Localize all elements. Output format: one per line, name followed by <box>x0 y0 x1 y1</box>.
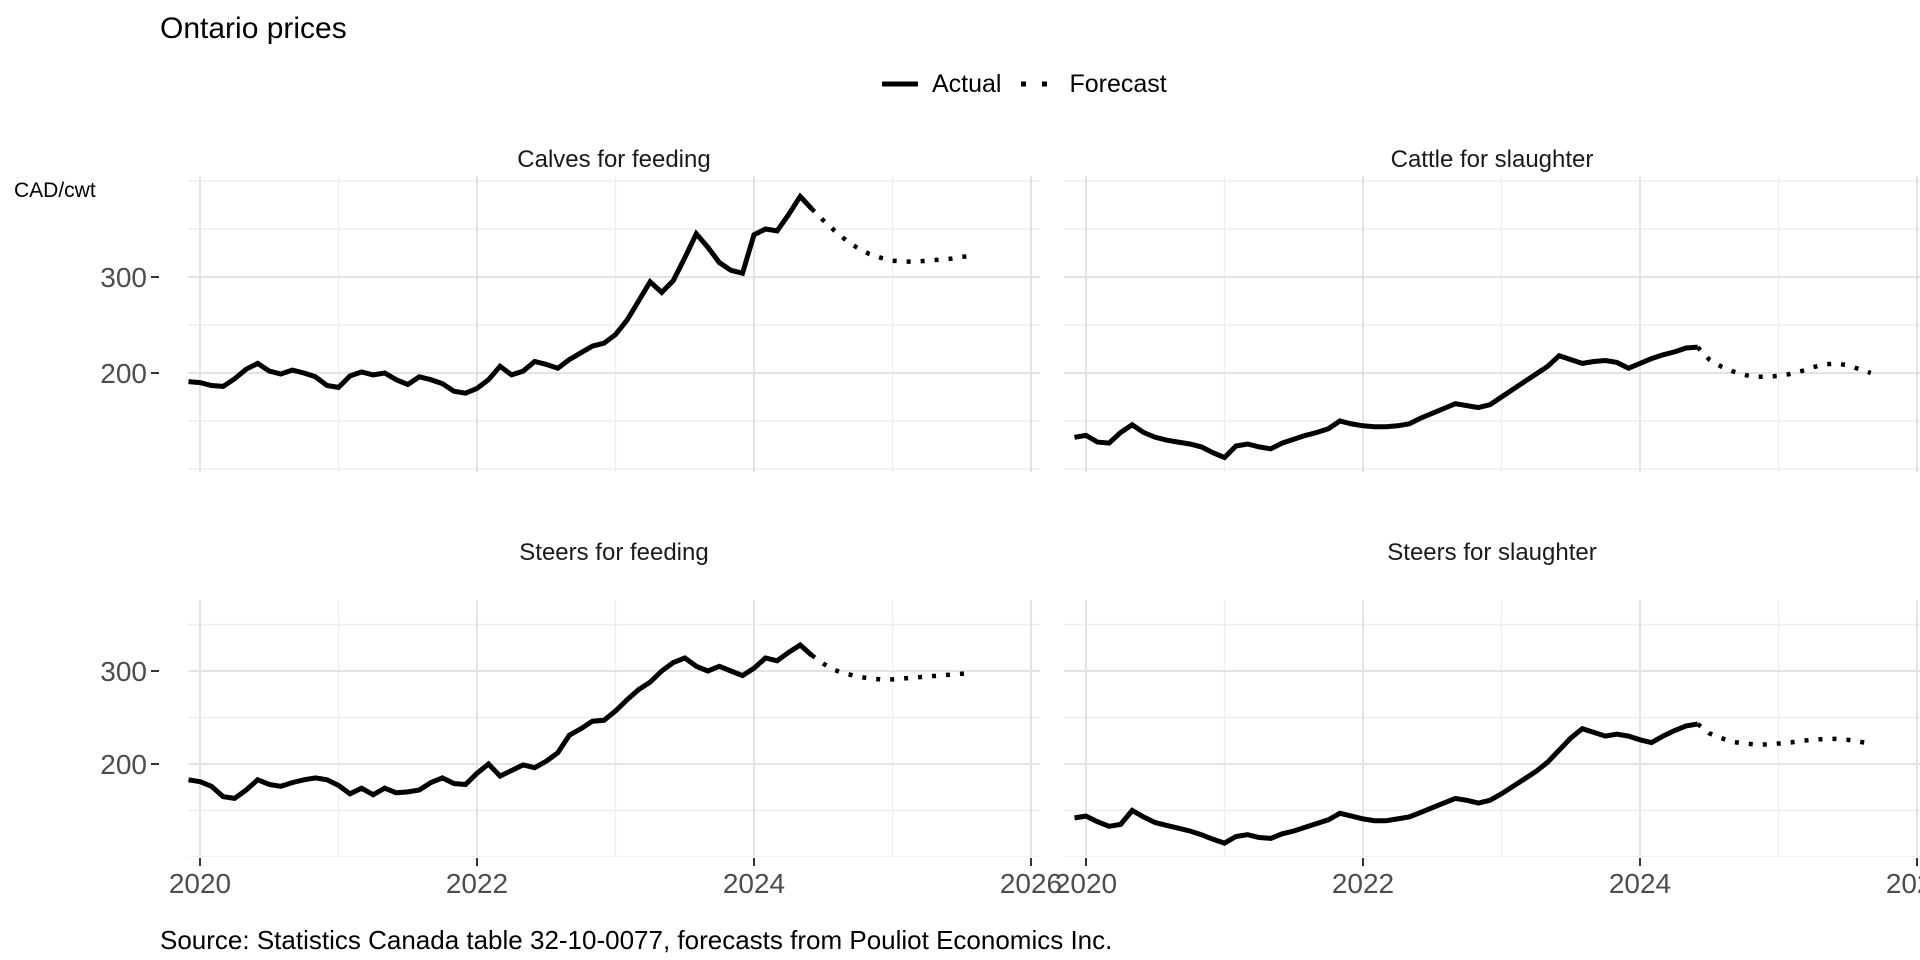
actual-line-steers-for-feeding <box>188 641 814 802</box>
forecast-line-cattle-for-slaughter <box>1696 345 1872 380</box>
x-axis-tick <box>1362 858 1364 866</box>
x-axis-label: 2020 <box>1054 868 1118 899</box>
panel-cattle-for-slaughter <box>1064 176 1920 472</box>
x-axis-label: 2020 <box>168 868 232 899</box>
x-axis-label: 2022 <box>1331 868 1395 899</box>
panel-title-steers-for-feeding: Steers for feeding <box>519 539 709 566</box>
forecast-line-steers-for-feeding <box>810 653 974 682</box>
y-axis-unit-label: CAD/cwt <box>14 179 96 202</box>
x-axis-tick <box>1030 858 1032 866</box>
y-axis-label: 200 <box>100 358 147 389</box>
actual-line-cattle-for-slaughter <box>1074 344 1698 461</box>
panel-title-cattle-for-slaughter: Cattle for slaughter <box>1390 146 1594 173</box>
legend-item-forecast: Forecast <box>1017 69 1167 99</box>
y-axis-label: 300 <box>100 262 147 293</box>
x-axis-tick <box>476 858 478 866</box>
actual-line-calves-for-feeding <box>188 192 814 396</box>
panel-calves-for-feeding <box>188 176 1040 472</box>
panel-steers-for-slaughter <box>1064 600 1920 857</box>
x-axis-label: 2026 <box>1885 868 1920 899</box>
y-axis-tick <box>151 763 159 765</box>
x-axis-label: 2024 <box>722 868 786 899</box>
forecast-line-steers-for-slaughter <box>1696 722 1872 747</box>
forecast-dotted-swatch-icon <box>1021 81 1058 87</box>
legend: Actual Forecast <box>880 66 1167 102</box>
x-axis-label: 2022 <box>445 868 509 899</box>
y-axis-tick <box>151 670 159 672</box>
x-axis-tick <box>1085 858 1087 866</box>
panel-title-steers-for-slaughter: Steers for slaughter <box>1387 539 1597 566</box>
panel-title-calves-for-feeding: Calves for feeding <box>517 146 711 173</box>
page-title: Ontario prices <box>160 12 347 45</box>
panel-steers-for-feeding <box>188 600 1040 857</box>
y-axis-tick <box>151 276 159 278</box>
y-axis-tick <box>151 372 159 374</box>
legend-item-actual: Actual <box>880 70 1001 99</box>
y-axis-label: 300 <box>100 656 147 687</box>
actual-line-swatch-icon <box>882 81 918 87</box>
x-axis-tick <box>1916 858 1918 866</box>
source-note: Source: Statistics Canada table 32-10-00… <box>160 925 1113 955</box>
y-axis-label: 200 <box>100 749 147 780</box>
x-axis-label: 2026 <box>999 868 1063 899</box>
legend-label-forecast: Forecast <box>1069 69 1167 98</box>
x-axis-tick <box>1639 858 1641 866</box>
x-axis-label: 2024 <box>1608 868 1672 899</box>
x-axis-tick <box>199 858 201 866</box>
legend-label-actual: Actual <box>932 69 1002 98</box>
actual-line-steers-for-slaughter <box>1074 721 1699 846</box>
x-axis-tick <box>753 858 755 866</box>
